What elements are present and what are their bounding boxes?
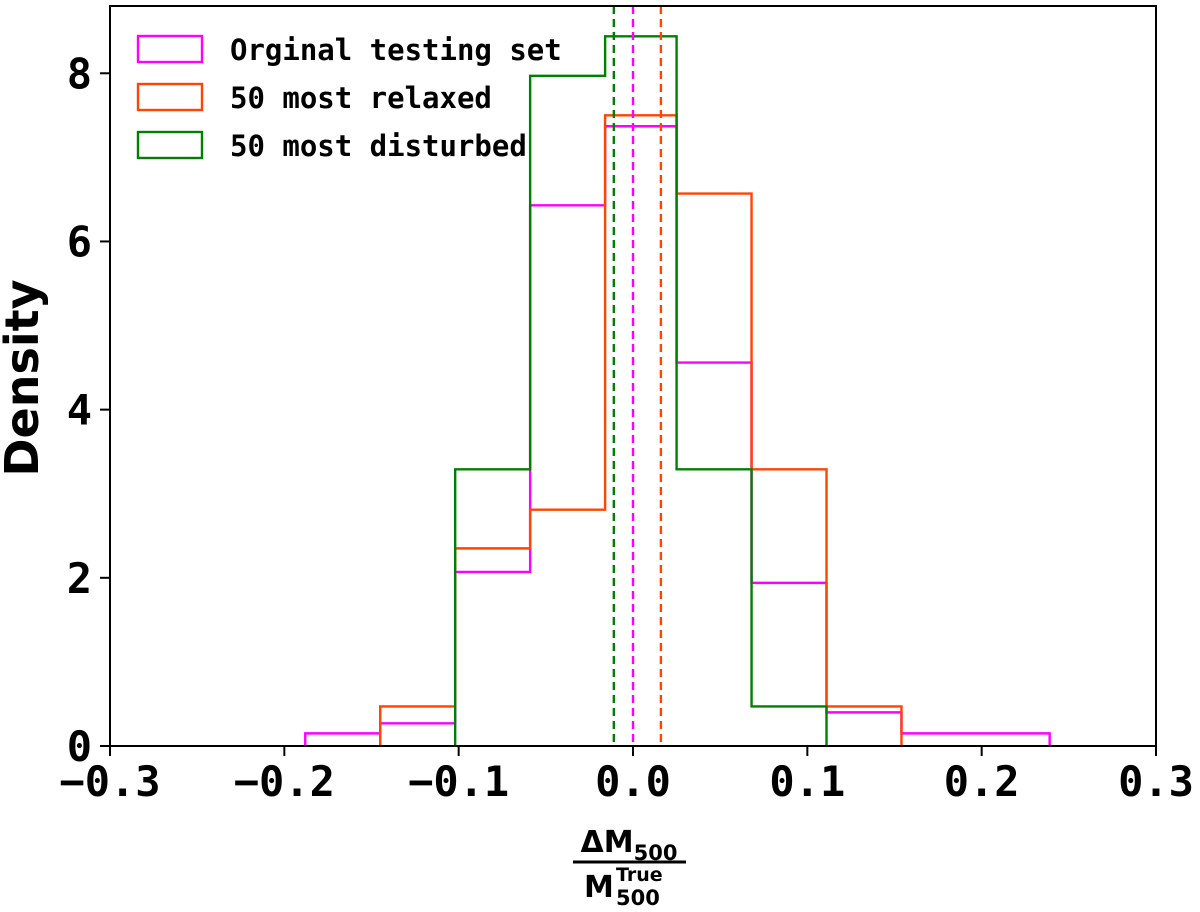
histogram-bin-s3-2	[530, 76, 605, 746]
histogram-bin-s2-3	[530, 510, 605, 746]
histogram-bin-s3-3	[605, 36, 676, 746]
histogram-bin-s1-10	[976, 733, 1049, 746]
y-tick-label-2: 2	[67, 554, 92, 603]
histogram-series-layer	[304, 35, 1051, 746]
legend-swatch-1	[136, 34, 204, 64]
histogram-bin-s1-1	[305, 733, 380, 746]
x-label-num-base: ΔM	[581, 825, 634, 860]
histogram-bin-s1-8	[827, 712, 902, 746]
legend: Orginal testing set 50 most relaxed 50 mos…	[136, 33, 562, 163]
y-axis-ticks: 0 2 4 6 8	[67, 49, 110, 771]
x-axis-label-numerator: ΔM500	[581, 825, 678, 865]
x-tick-label-5: 0.1	[769, 757, 845, 806]
x-label-den-sub: 500	[616, 886, 660, 910]
histogram-series-2	[379, 114, 903, 746]
histogram-bin-s2-6	[752, 469, 827, 746]
histogram-bin-s2-1	[380, 706, 455, 746]
legend-swatch-2	[136, 82, 204, 112]
histogram-bin-s2-4	[605, 115, 676, 746]
x-axis-ticks: −0.3 −0.2 −0.1 0.0 0.1 0.2 0.3	[59, 746, 1194, 806]
histogram-bin-s3-5	[752, 706, 827, 746]
histogram-bin-s1-2	[380, 723, 455, 746]
x-tick-label-1: −0.3	[59, 757, 160, 806]
x-tick-label-2: −0.2	[234, 757, 335, 806]
x-tick-label-3: −0.1	[408, 757, 509, 806]
histogram-bin-s3-4	[677, 469, 752, 746]
histogram-bin-s1-9	[901, 733, 976, 746]
histogram-bin-s1-4	[530, 205, 605, 746]
histogram-bin-s1-7	[752, 583, 827, 746]
y-tick-label-3: 4	[67, 386, 92, 435]
mean-lines-layer	[612, 6, 663, 746]
y-tick-label-5: 8	[67, 49, 92, 98]
y-tick-label-4: 6	[67, 217, 92, 266]
legend-label-2: 50 most relaxed	[230, 81, 492, 115]
histogram-bin-s2-2	[455, 548, 530, 746]
legend-label-1: Orginal testing set	[230, 33, 562, 67]
histogram-series-3	[453, 35, 828, 746]
histogram-bin-s1-3	[455, 572, 530, 746]
y-axis-label: Density	[0, 279, 49, 476]
x-axis-label-denominator: M	[584, 870, 614, 905]
legend-label-3: 50 most disturbed	[230, 129, 527, 163]
y-tick-label-1: 0	[67, 722, 92, 771]
histogram-bin-s3-1	[455, 469, 530, 746]
x-axis-label: ΔM500 M True 500	[573, 825, 686, 910]
legend-swatch-3	[136, 130, 204, 160]
histogram-bin-s1-5	[605, 126, 676, 746]
x-tick-label-6: 0.2	[944, 757, 1020, 806]
x-tick-label-7: 0.3	[1118, 757, 1194, 806]
x-tick-label-4: 0.0	[595, 757, 671, 806]
x-label-den-sup: True	[616, 864, 663, 886]
histogram-bin-s1-6	[677, 363, 752, 746]
x-label-den-base: M	[584, 870, 614, 905]
